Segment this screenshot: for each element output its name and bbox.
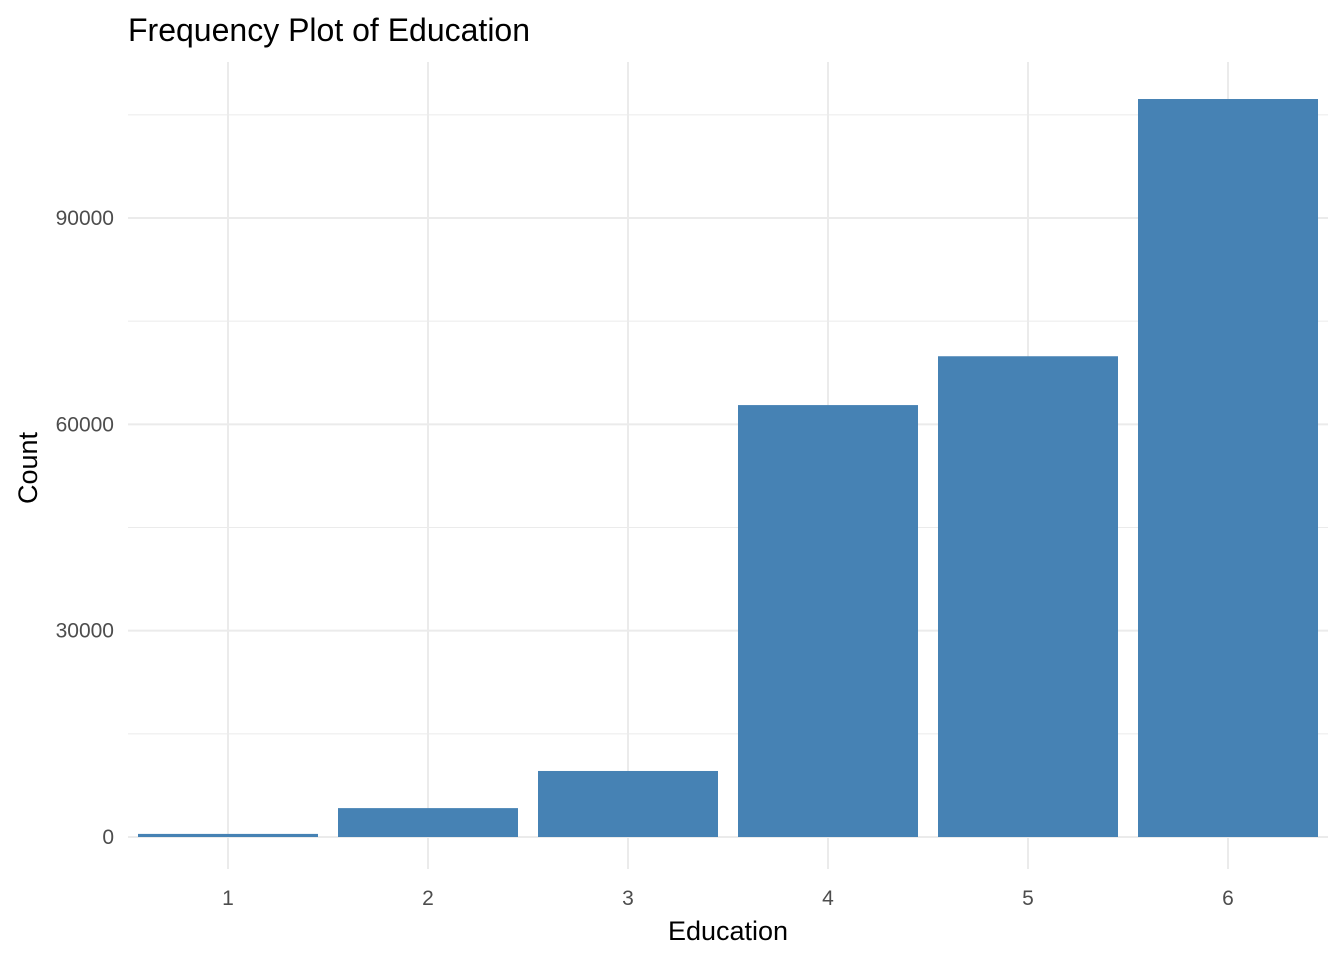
x-tick-labels: 1 2 3 4 5 6 bbox=[222, 887, 1234, 910]
chart-title: Frequency Plot of Education bbox=[128, 12, 530, 48]
y-tick-labels: 0 30000 60000 90000 bbox=[56, 207, 114, 849]
y-tick-label: 30000 bbox=[56, 620, 114, 643]
x-tick-label: 1 bbox=[222, 887, 234, 910]
x-axis-title: Education bbox=[668, 916, 788, 946]
bar bbox=[938, 356, 1118, 837]
x-tick-label: 4 bbox=[822, 887, 834, 910]
x-tick-label: 6 bbox=[1222, 887, 1234, 910]
x-tick-label: 2 bbox=[422, 887, 434, 910]
bar-layer bbox=[138, 99, 1318, 837]
bar bbox=[1138, 99, 1318, 837]
y-tick-label: 0 bbox=[102, 826, 114, 849]
bar bbox=[338, 808, 518, 837]
y-tick-label: 60000 bbox=[56, 413, 114, 436]
x-tick-label: 3 bbox=[622, 887, 634, 910]
bar bbox=[138, 833, 318, 837]
y-axis-title: Count bbox=[13, 431, 43, 504]
bar bbox=[738, 405, 918, 837]
x-tick-label: 5 bbox=[1022, 887, 1034, 910]
bar bbox=[538, 770, 718, 837]
y-tick-label: 90000 bbox=[56, 207, 114, 230]
